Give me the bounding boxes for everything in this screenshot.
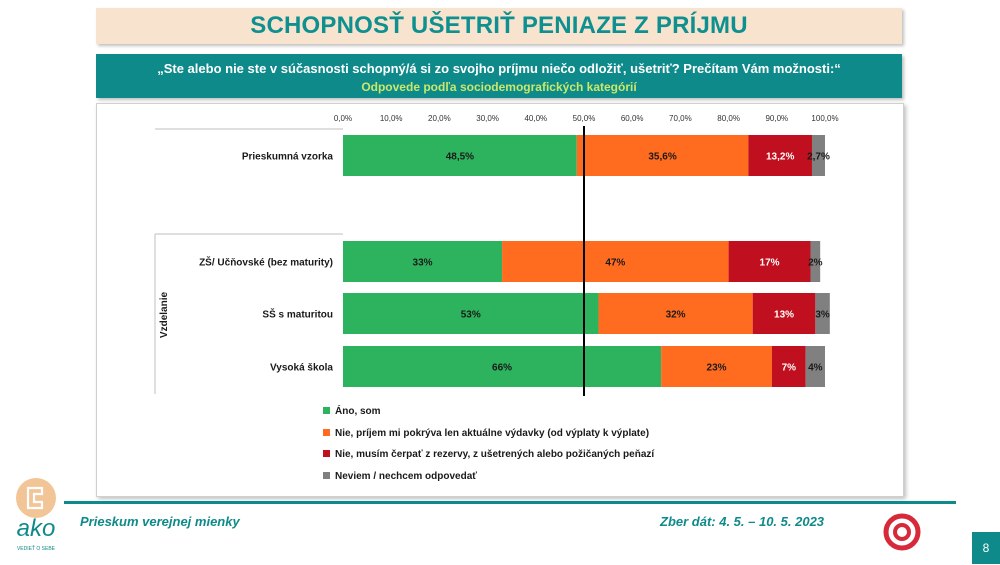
x-tick-label: 40,0% [524, 114, 547, 123]
x-tick-label: 10,0% [380, 114, 403, 123]
question-text: „Ste alebo nie ste v súčasnosti schopný/… [157, 61, 841, 76]
legend-swatch [323, 407, 330, 414]
bar-segment [728, 241, 811, 282]
x-tick-label: 90,0% [765, 114, 788, 123]
x-tick-label: 80,0% [717, 114, 740, 123]
legend-swatch [323, 429, 330, 436]
swirl-logo-icon [880, 512, 924, 552]
data-label: 4% [808, 363, 823, 374]
data-label: 48,5% [446, 152, 474, 163]
footer-survey-label: Prieskum verejnej mienky [80, 514, 240, 529]
data-label: 53% [461, 310, 481, 321]
stacked-bar-chart: 0,0% 10,0% 20,0% 30,0% 40,0% 50,0% 60,0% 70,0% 8… [154, 114, 839, 482]
bar-segment [343, 241, 503, 282]
data-label: 13% [774, 310, 794, 321]
legend-label: Neviem / nechcem odpovedať [335, 471, 477, 482]
category-label: SŠ s maturitou [262, 308, 333, 321]
bar-segment [598, 293, 753, 334]
page-title: SCHOPNOSŤ UŠETRIŤ PENIAZE Z PRÍJMU [250, 12, 748, 39]
question-subtitle: Odpovede podľa sociodemografických kateg… [361, 80, 637, 94]
ako-logo: ako VEDIEŤ O SEBE [4, 474, 68, 560]
x-tick-label: 30,0% [476, 114, 499, 123]
bar-segment [771, 346, 806, 387]
logo-text: ako [17, 515, 56, 542]
bar-segment [815, 293, 830, 334]
category-label: ZŠ/ Učňovské (bez maturity) [199, 256, 333, 269]
bar-segment [343, 293, 599, 334]
data-label: 17% [760, 258, 780, 269]
bar-segment [805, 346, 825, 387]
data-label: 2% [808, 258, 823, 269]
data-label: 47% [605, 258, 625, 269]
x-tick-label: 50,0% [573, 114, 596, 123]
x-tick-label: 20,0% [428, 114, 451, 123]
legend-label: Nie, príjem mi pokrýva len aktuálne výda… [335, 428, 649, 439]
data-label: 32% [666, 310, 686, 321]
bar-segment [752, 293, 816, 334]
legend-swatch [323, 450, 330, 457]
x-tick-label: 70,0% [669, 114, 692, 123]
x-tick-label: 100,0% [811, 114, 838, 123]
x-tick-label: 0,0% [334, 114, 352, 123]
group-label: Vzdelanie [159, 292, 170, 339]
bar-segment [343, 346, 662, 387]
data-label: 66% [492, 363, 512, 374]
logo-tagline: VEDIEŤ O SEBE [17, 544, 56, 552]
category-label: Vysoká škola [270, 363, 333, 374]
bar-segment [502, 241, 729, 282]
bar-segment [343, 135, 577, 176]
footer-date-label: Zber dát: 4. 5. – 10. 5. 2023 [660, 514, 825, 529]
data-label: 23% [707, 363, 727, 374]
data-label: 13,2% [766, 152, 794, 163]
data-label: 3% [815, 310, 830, 321]
question-banner: „Ste alebo nie ste v súčasnosti schopný/… [96, 54, 902, 98]
footer-divider [64, 501, 956, 504]
data-label: 33% [413, 258, 433, 269]
legend-swatch [323, 472, 330, 479]
bar-segment [810, 241, 821, 282]
title-banner: SCHOPNOSŤ UŠETRIŤ PENIAZE Z PRÍJMU [96, 8, 902, 44]
data-label: 7% [782, 363, 797, 374]
data-label: 35,6% [648, 152, 676, 163]
bar-segment [576, 135, 749, 176]
bar-segment [661, 346, 772, 387]
chart-frame: 0,0% 10,0% 20,0% 30,0% 40,0% 50,0% 60,0% 70,0% 8… [96, 103, 904, 497]
legend-label: Áno, som [335, 404, 381, 417]
bar-segment [811, 135, 825, 176]
x-tick-label: 60,0% [621, 114, 644, 123]
category-label: Prieskumná vzorka [242, 152, 334, 163]
data-label: 2,7% [807, 152, 830, 163]
bar-segment [748, 135, 812, 176]
page-number: 8 [972, 532, 1000, 564]
legend-label: Nie, musím čerpať z rezervy, z ušetrenýc… [335, 449, 655, 460]
